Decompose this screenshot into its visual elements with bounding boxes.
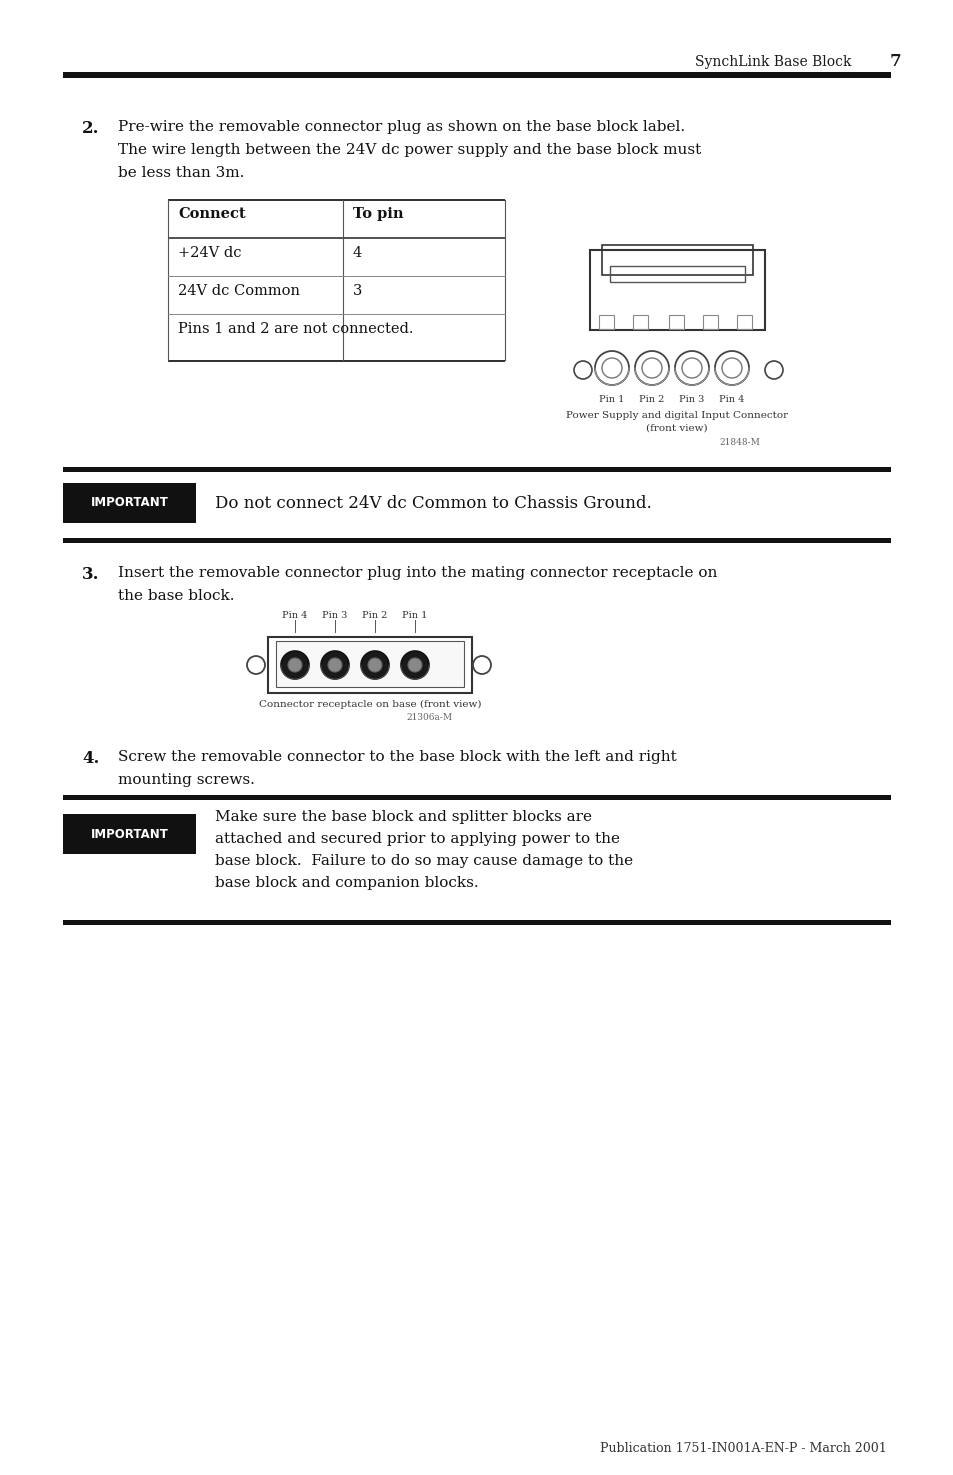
Bar: [63, 814, 195, 854]
Text: Pin 3: Pin 3: [679, 395, 704, 404]
Text: The wire length between the 24V dc power supply and the base block must: The wire length between the 24V dc power…: [118, 143, 700, 156]
Text: Pin 4: Pin 4: [719, 395, 744, 404]
Text: Pre-wire the removable connector plug as shown on the base block label.: Pre-wire the removable connector plug as…: [118, 119, 684, 134]
Bar: [63, 468, 890, 472]
Text: attached and secured prior to applying power to the: attached and secured prior to applying p…: [214, 832, 619, 847]
Text: Pin 4: Pin 4: [282, 611, 308, 620]
Text: Connect: Connect: [178, 207, 245, 221]
Text: base block.  Failure to do so may cause damage to the: base block. Failure to do so may cause d…: [214, 854, 633, 867]
Circle shape: [368, 658, 381, 673]
Bar: [633, 316, 647, 329]
Circle shape: [400, 650, 429, 678]
Text: Do not connect 24V dc Common to Chassis Ground.: Do not connect 24V dc Common to Chassis …: [214, 494, 651, 512]
Text: SynchLink Base Block: SynchLink Base Block: [695, 55, 851, 69]
Text: Pin 2: Pin 2: [639, 395, 664, 404]
Text: IMPORTANT: IMPORTANT: [91, 827, 169, 841]
Text: 4.: 4.: [82, 749, 99, 767]
Circle shape: [281, 650, 309, 678]
Bar: [63, 538, 890, 543]
Text: 3: 3: [353, 285, 362, 298]
Bar: [63, 72, 890, 78]
Text: be less than 3m.: be less than 3m.: [118, 167, 244, 180]
Bar: [63, 482, 195, 524]
Bar: [609, 266, 744, 282]
Circle shape: [408, 658, 421, 673]
Text: Screw the removable connector to the base block with the left and right: Screw the removable connector to the bas…: [118, 749, 676, 764]
Bar: [168, 237, 504, 239]
Bar: [275, 642, 463, 687]
Bar: [601, 245, 752, 274]
Text: Pins 1 and 2 are not connected.: Pins 1 and 2 are not connected.: [178, 322, 413, 336]
Text: Pin 1: Pin 1: [402, 611, 427, 620]
Text: (front view): (front view): [645, 423, 707, 434]
Bar: [63, 920, 890, 925]
Circle shape: [288, 658, 302, 673]
Text: 2.: 2.: [82, 119, 99, 137]
Bar: [702, 316, 718, 329]
Text: Pin 2: Pin 2: [362, 611, 387, 620]
Bar: [168, 360, 504, 361]
Text: the base block.: the base block.: [118, 589, 234, 603]
Text: mounting screws.: mounting screws.: [118, 773, 254, 788]
Text: 21848-M: 21848-M: [719, 438, 760, 447]
Bar: [268, 637, 472, 693]
Circle shape: [328, 658, 341, 673]
Bar: [589, 249, 764, 330]
Text: Connector receptacle on base (front view): Connector receptacle on base (front view…: [258, 701, 480, 709]
Text: To pin: To pin: [353, 207, 403, 221]
Text: 4: 4: [353, 246, 362, 260]
Text: Make sure the base block and splitter blocks are: Make sure the base block and splitter bl…: [214, 810, 592, 825]
Text: Publication 1751-IN001A-EN-P - March 2001: Publication 1751-IN001A-EN-P - March 200…: [599, 1443, 886, 1454]
Text: 24V dc Common: 24V dc Common: [178, 285, 299, 298]
Text: 7: 7: [889, 53, 901, 71]
Text: 21306a-M: 21306a-M: [407, 712, 453, 721]
Text: Pin 1: Pin 1: [598, 395, 624, 404]
Bar: [168, 199, 504, 201]
Text: base block and companion blocks.: base block and companion blocks.: [214, 876, 478, 889]
Text: Insert the removable connector plug into the mating connector receptacle on: Insert the removable connector plug into…: [118, 566, 717, 580]
Bar: [63, 795, 890, 799]
Bar: [598, 316, 614, 329]
Text: 3.: 3.: [82, 566, 99, 583]
Text: +24V dc: +24V dc: [178, 246, 241, 260]
Circle shape: [320, 650, 349, 678]
Bar: [737, 316, 751, 329]
Text: IMPORTANT: IMPORTANT: [91, 497, 169, 509]
Bar: [668, 316, 683, 329]
Circle shape: [360, 650, 389, 678]
Text: Pin 3: Pin 3: [322, 611, 347, 620]
Text: Power Supply and digital Input Connector: Power Supply and digital Input Connector: [565, 412, 787, 420]
